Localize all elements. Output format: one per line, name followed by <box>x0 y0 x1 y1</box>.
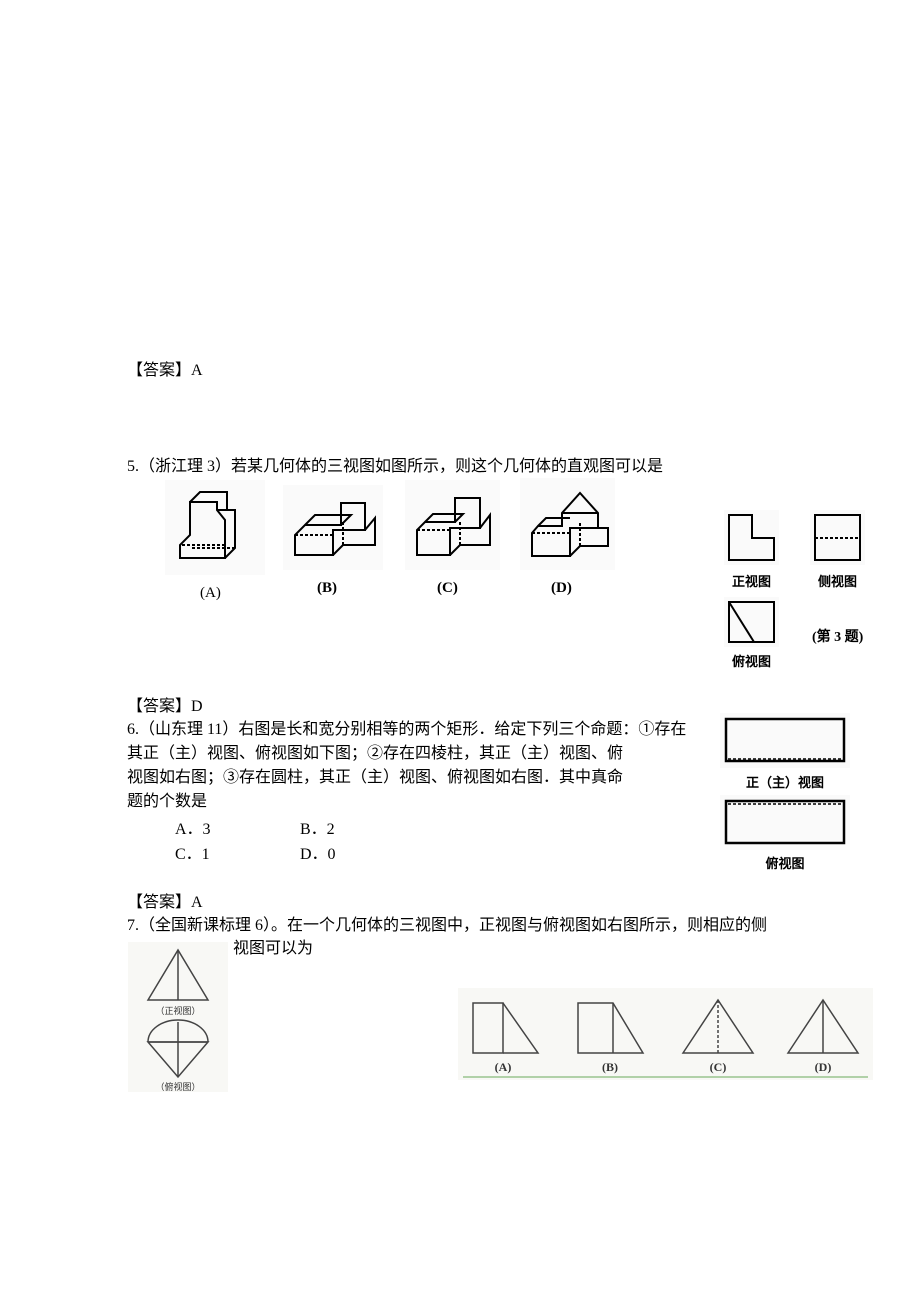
q6-front-rect-label: 正（主）视图 <box>720 772 850 791</box>
q5-option-b-figure <box>283 485 383 570</box>
svg-text:(C): (C) <box>710 1060 727 1074</box>
q5-top-view <box>724 597 779 647</box>
q5-option-a-label: (A) <box>200 585 221 602</box>
q6-option-a: A．3 <box>175 818 211 842</box>
svg-text:(B): (B) <box>602 1060 618 1074</box>
q5-option-c-label: (C) <box>437 580 458 597</box>
svg-text:(D): (D) <box>815 1060 832 1074</box>
q6-stem-line2: 其正（主）视图、俯视图如下图；②存在四棱柱，其正（主）视图、俯 <box>127 742 697 766</box>
q6-answer: 【答案】A <box>127 891 203 915</box>
svg-text:(A): (A) <box>495 1060 512 1074</box>
q6-option-b: B．2 <box>300 818 335 842</box>
q5-question-number-label: (第 3 题) <box>812 626 863 646</box>
q5-front-view <box>724 510 779 565</box>
q5-side-view-label: 侧视图 <box>810 571 865 590</box>
q6-option-c: C．1 <box>175 843 210 867</box>
q5-option-b-label: (B) <box>317 580 337 597</box>
q5-answer: 【答案】D <box>127 695 203 719</box>
q5-stem: 5.（浙江理 3）若某几何体的三视图如图所示，则这个几何体的直观图可以是 <box>127 455 827 479</box>
q6-stem-line4: 题的个数是 <box>127 790 697 814</box>
q5-option-a-figure <box>165 480 265 575</box>
q7-stem-line2: 视图可以为 <box>233 937 313 961</box>
q6-top-rect-label: 俯视图 <box>720 853 850 872</box>
q5-front-view-label: 正视图 <box>724 571 779 590</box>
q7-options-figure: (A) (B) (C) (D) <box>458 988 873 1080</box>
q7-given-views: （正视图） （俯视图） <box>128 942 228 1092</box>
q6-front-rect <box>720 713 850 768</box>
q5-option-c-figure <box>405 480 500 570</box>
q4-answer: 【答案】A <box>127 359 203 383</box>
q5-top-view-label: 俯视图 <box>724 651 779 670</box>
q6-stem-line1: 6.（山东理 11）右图是长和宽分别相等的两个矩形．给定下列三个命题：①存在 <box>127 718 725 742</box>
q5-option-d-figure <box>520 478 615 570</box>
q7-front-caption: （正视图） <box>155 1005 200 1016</box>
q7-top-caption: （俯视图） <box>155 1081 200 1092</box>
q6-top-rect <box>720 795 850 850</box>
q5-side-view <box>810 510 865 565</box>
q6-option-d: D．0 <box>300 843 336 867</box>
q5-option-d-label: (D) <box>551 580 572 597</box>
q7-stem-line1: 7.（全国新课标理 6）。在一个几何体的三视图中，正视图与俯视图如右图所示，则相… <box>127 914 867 938</box>
q6-stem-line3: 视图如右图；③存在圆柱，其正（主）视图、俯视图如右图．其中真命 <box>127 766 697 790</box>
